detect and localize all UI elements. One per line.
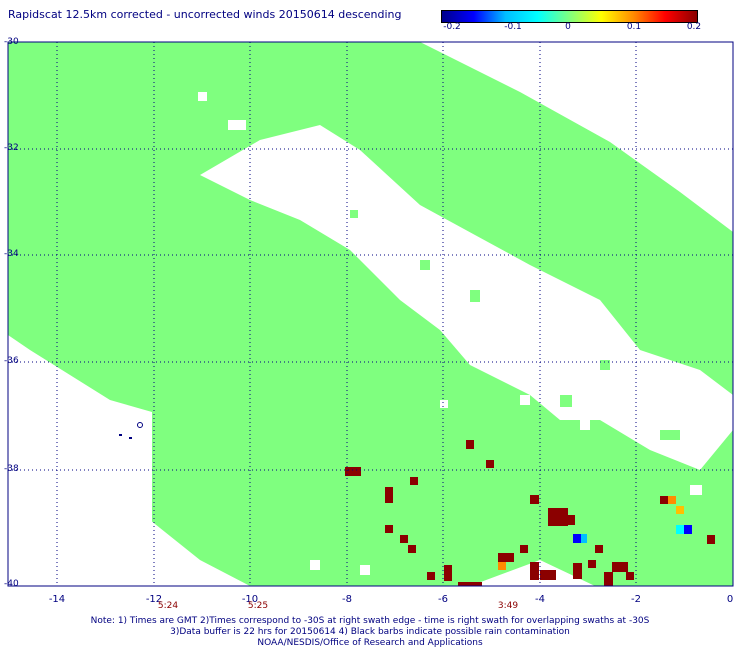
- x-tick-label: -8: [342, 594, 352, 605]
- data-gap: [200, 125, 733, 470]
- positive-medium-cell: [498, 562, 506, 570]
- positive-medium-cell: [676, 506, 684, 514]
- y-tick-label: -40: [4, 579, 19, 589]
- y-tick-label: -30: [4, 37, 19, 47]
- y-tick-label: -36: [4, 356, 19, 366]
- pass-time-label: 5:25: [247, 601, 269, 611]
- note-line-1: Note: 1) Times are GMT 2)Times correspon…: [90, 616, 650, 626]
- x-tick-label: 0: [726, 594, 734, 605]
- x-tick-label: -12: [145, 594, 163, 605]
- negative-small-cell: [676, 525, 684, 534]
- island-outline: [129, 437, 132, 439]
- pass-time-label: 3:49: [497, 601, 519, 611]
- island-outline: [137, 422, 143, 428]
- colorbar-tick: -0.1: [504, 22, 522, 32]
- map-title: Rapidscat 12.5km corrected - uncorrected…: [8, 8, 402, 21]
- x-tick-label: -6: [438, 594, 448, 605]
- colorbar-tick: -0.2: [443, 22, 461, 32]
- x-tick-label: -2: [631, 594, 641, 605]
- note-line-2: 3)Data buffer is 22 hrs for 20150614 4) …: [170, 627, 570, 637]
- note-line-3: NOAA/NESDIS/Office of Research and Appli…: [257, 638, 483, 648]
- swath-coverage: [8, 42, 733, 586]
- negative-difference-cell: [573, 534, 582, 543]
- wind-difference-map: [7, 41, 734, 587]
- map-frame: [7, 41, 734, 587]
- positive-medium-cell: [668, 496, 676, 504]
- island-outline: [119, 434, 122, 436]
- positive-difference-cells: [345, 440, 715, 586]
- colorbar-tick: 0.1: [626, 22, 642, 32]
- colorbar-tick: 0: [565, 22, 571, 32]
- x-tick-label: -4: [535, 594, 545, 605]
- colorbar-tick: 0.2: [686, 22, 702, 32]
- y-tick-label: -32: [4, 143, 19, 153]
- y-tick-label: -34: [4, 249, 19, 259]
- y-tick-label: -38: [4, 464, 19, 474]
- negative-difference-cell: [684, 525, 692, 534]
- x-tick-label: -14: [48, 594, 66, 605]
- pass-time-label: 5:24: [157, 601, 179, 611]
- colorbar: [441, 10, 698, 23]
- negative-small-cell: [581, 534, 587, 543]
- gridlines: [8, 42, 733, 586]
- no-data-left: [8, 335, 152, 586]
- x-tick-label: -10: [241, 594, 259, 605]
